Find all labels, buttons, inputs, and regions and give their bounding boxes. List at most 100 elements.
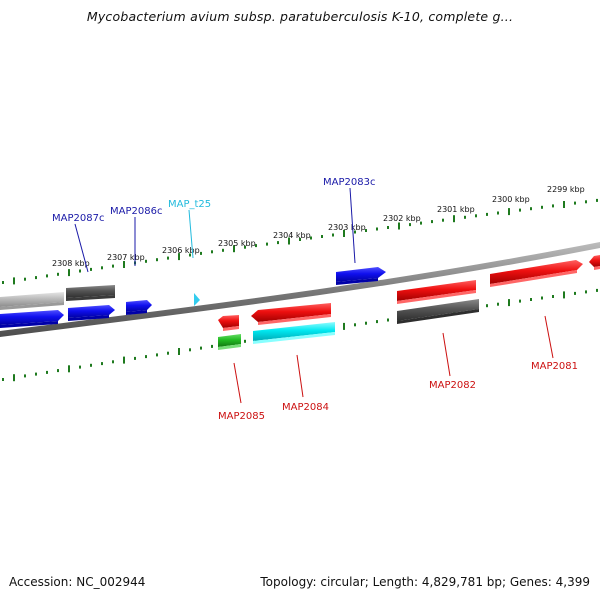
lower-ruler-tick xyxy=(244,339,246,343)
upper-ruler-tick xyxy=(189,253,191,257)
lower-ruler-tick xyxy=(35,372,37,376)
callout-line-map2085 xyxy=(233,362,242,404)
label-map2084[interactable]: MAP2084 xyxy=(282,402,329,413)
tick-label-2303: 2303 kbp xyxy=(328,223,366,232)
upper-ruler-tick xyxy=(387,226,389,229)
gene-cyan-feature[interactable] xyxy=(253,322,335,344)
callout-line-map2087c xyxy=(74,223,89,273)
callout-line-map-t25 xyxy=(188,209,194,259)
lower-ruler-tick xyxy=(167,351,169,355)
upper-ruler-tick xyxy=(167,256,169,260)
lower-ruler-tick xyxy=(145,355,147,359)
upper-ruler-tick xyxy=(156,258,158,262)
callout-line-map2082 xyxy=(442,332,451,377)
upper-ruler-tick xyxy=(453,215,455,223)
gene-map2082-lower[interactable] xyxy=(397,299,479,324)
upper-ruler-tick xyxy=(354,230,356,234)
ruler-labels: 2308 kbp 2307 kbp 2306 kbp 2305 kbp 2304… xyxy=(52,185,585,268)
lower-ruler-tick xyxy=(585,290,587,294)
lower-ruler-tick xyxy=(68,365,70,373)
label-map-t25[interactable]: MAP_t25 xyxy=(168,199,211,210)
gene-edge-right[interactable] xyxy=(589,255,600,270)
upper-ruler-tick xyxy=(24,277,26,281)
gene-map-t25[interactable] xyxy=(194,293,200,306)
gene-map2081[interactable] xyxy=(490,260,583,287)
upper-ruler-tick xyxy=(585,200,587,204)
upper-ruler-tick xyxy=(475,214,477,218)
gene-map2086c[interactable] xyxy=(126,300,152,315)
gene-map2082-upper[interactable] xyxy=(397,280,476,304)
label-map2087c[interactable]: MAP2087c xyxy=(52,213,104,224)
upper-ruler-tick xyxy=(541,205,543,209)
lower-ruler-tick xyxy=(508,299,510,307)
gene-map2085[interactable] xyxy=(218,315,239,331)
upper-ruler-tick xyxy=(2,281,4,284)
upper-ruler-ticks xyxy=(2,198,598,285)
upper-ruler-tick xyxy=(233,245,235,253)
label-map2085[interactable]: MAP2085 xyxy=(218,411,265,422)
upper-ruler-tick xyxy=(321,235,323,238)
upper-ruler-tick xyxy=(200,251,202,255)
lower-ruler-tick xyxy=(343,322,345,330)
topology-summary-text: Topology: circular; Length: 4,829,781 bp… xyxy=(260,575,590,589)
lower-ruler-tick xyxy=(24,374,26,378)
upper-ruler-tick xyxy=(442,218,444,222)
upper-ruler-tick xyxy=(409,223,411,227)
upper-ruler-tick xyxy=(299,238,301,241)
label-map2083c[interactable]: MAP2083c xyxy=(323,177,375,188)
upper-ruler-tick xyxy=(574,201,576,205)
lower-ruler-tick xyxy=(519,299,521,303)
tick-label-2305: 2305 kbp xyxy=(218,239,256,248)
upper-ruler-tick xyxy=(46,274,48,278)
lower-ruler-tick xyxy=(354,323,356,327)
upper-ruler-tick xyxy=(79,269,81,273)
lower-ruler-tick xyxy=(486,304,488,308)
gene-map2087c[interactable] xyxy=(68,305,115,321)
lower-ruler-tick xyxy=(13,374,15,382)
upper-ruler-tick xyxy=(244,245,246,249)
map-title: Mycobacterium avium subsp. paratuberculo… xyxy=(86,9,514,24)
lower-ruler-tick xyxy=(211,344,213,348)
callout-lines xyxy=(74,187,554,404)
lower-ruler-tick xyxy=(563,291,565,299)
gene-map2084[interactable] xyxy=(251,303,331,325)
upper-ruler-tick xyxy=(552,204,554,208)
upper-ruler-tick xyxy=(222,248,224,252)
upper-ruler-tick xyxy=(310,236,312,240)
label-map2082[interactable]: MAP2082 xyxy=(429,380,476,391)
upper-ruler-tick xyxy=(519,208,521,212)
label-map2086c[interactable]: MAP2086c xyxy=(110,206,162,217)
upper-ruler-tick xyxy=(596,198,598,202)
lower-ruler-tick xyxy=(112,360,114,364)
gene-green-feature[interactable] xyxy=(218,334,241,350)
tick-label-2304: 2304 kbp xyxy=(273,231,311,240)
accession-text: Accession: NC_002944 xyxy=(9,575,146,589)
lower-ruler-tick xyxy=(178,348,180,355)
callout-line-map2083c xyxy=(349,187,356,264)
gene-blue-left[interactable] xyxy=(0,310,64,328)
upper-ruler-tick xyxy=(376,227,378,231)
tick-label-2300: 2300 kbp xyxy=(492,195,530,204)
upper-ruler-tick xyxy=(343,230,345,237)
gene-map2083c[interactable] xyxy=(336,267,386,285)
lower-ruler-tick xyxy=(541,296,543,300)
gene-map2087c-pseudo[interactable] xyxy=(66,285,115,301)
upper-strand-genes xyxy=(0,255,600,310)
lower-ruler-tick xyxy=(530,298,532,301)
upper-ruler-tick xyxy=(57,272,59,276)
upper-ruler-tick xyxy=(530,207,532,211)
label-map2081[interactable]: MAP2081 xyxy=(531,361,578,372)
upper-ruler-tick xyxy=(497,211,499,215)
upper-ruler-tick xyxy=(486,212,488,216)
lower-ruler-tick xyxy=(123,356,125,364)
lower-ruler-tick xyxy=(134,356,136,360)
upper-ruler-tick xyxy=(68,269,70,277)
upper-ruler-tick xyxy=(365,229,367,232)
gene-light-gray-feature[interactable] xyxy=(0,292,64,310)
upper-ruler-tick xyxy=(431,220,433,224)
upper-ruler-tick xyxy=(398,222,400,230)
upper-ruler-tick xyxy=(332,233,334,237)
tick-label-2307: 2307 kbp xyxy=(107,253,145,262)
tick-label-2299: 2299 kbp xyxy=(547,185,585,194)
tick-label-2301: 2301 kbp xyxy=(437,205,475,214)
